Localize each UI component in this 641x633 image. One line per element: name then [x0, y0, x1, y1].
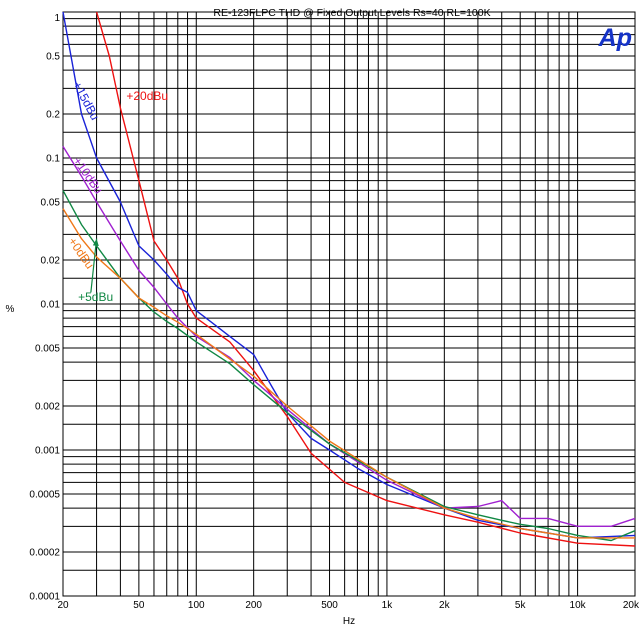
x-tick-label: 10k	[570, 600, 587, 611]
y-tick-label: 0.05	[41, 197, 61, 208]
series-layer	[62, 11, 636, 547]
series-line-0dbu	[62, 208, 635, 539]
chart-title: RE-123FLPC THD @ Fixed Output Levels Rs=…	[213, 7, 490, 19]
y-axis-label: %	[6, 304, 15, 315]
y-tick-label: 0.0005	[29, 489, 60, 500]
series-line-20dbu	[95, 11, 636, 547]
y-tick-label: 0.002	[35, 402, 60, 413]
y-tick-label: 0.1	[46, 154, 60, 165]
series-line-10dbu	[62, 146, 636, 527]
x-tick-label: 50	[133, 600, 145, 611]
x-tick-label: 100	[188, 600, 205, 611]
plot-frame	[62, 11, 636, 597]
grid-lines	[63, 12, 635, 596]
y-tick-label: 0.01	[41, 300, 61, 311]
series-annotation: +20dBu	[126, 89, 168, 103]
y-tick-label: 0.5	[46, 51, 60, 62]
x-tick-label: 20k	[623, 600, 640, 611]
y-tick-label: 0.0002	[29, 548, 60, 559]
x-axis-label: Hz	[343, 616, 355, 627]
annotation-arrow-head	[92, 238, 99, 246]
y-tick-label: 0.005	[35, 343, 60, 354]
x-tick-label: 5k	[515, 600, 527, 611]
x-tick-label: 20	[57, 600, 69, 611]
y-tick-label: 0.2	[46, 110, 60, 121]
tick-labels: 1 0.5 0.2 0.1 0.05 0.02 0.01 0.005 0.002 0.001 0.0…	[29, 13, 640, 611]
y-tick-label: 0.02	[41, 256, 61, 267]
x-tick-label: 500	[321, 600, 338, 611]
x-tick-label: 1k	[382, 600, 394, 611]
series-annotation: +5dBu	[78, 290, 113, 304]
y-tick-label: 0.0001	[29, 592, 60, 603]
y-tick-label: 0.001	[35, 446, 60, 457]
x-tick-label: 200	[245, 600, 262, 611]
x-tick-label: 2k	[439, 600, 451, 611]
y-tick-label: 1	[54, 13, 60, 24]
ap-logo: Ap	[598, 24, 632, 52]
annotation-arrow-line	[90, 238, 98, 293]
